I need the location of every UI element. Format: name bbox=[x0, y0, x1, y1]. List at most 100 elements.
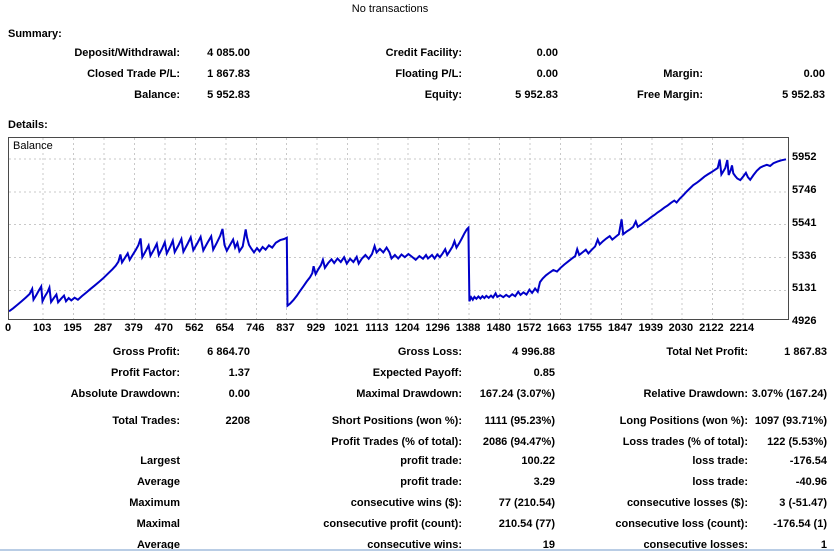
x-tick-label: 1755 bbox=[577, 322, 602, 334]
stat-label: consecutive profit (count): bbox=[323, 518, 462, 530]
stat-label: Deposit/Withdrawal: bbox=[74, 47, 180, 59]
stat-label: Closed Trade P/L: bbox=[87, 68, 180, 80]
stat-value: -176.54 bbox=[789, 455, 827, 467]
stat-label: Profit Trades (% of total): bbox=[331, 436, 462, 448]
y-tick-label: 5541 bbox=[792, 216, 817, 229]
stat-label: loss trade: bbox=[692, 476, 748, 488]
summary-heading: Summary: bbox=[8, 28, 62, 40]
stat-row: Absolute Drawdown: 0.00 Maximal Drawdown: 1… bbox=[0, 385, 834, 406]
stat-value: 210.54 (77) bbox=[498, 518, 555, 530]
stat-label: Maximal Drawdown: bbox=[356, 388, 462, 400]
section-separator bbox=[0, 549, 834, 551]
x-tick-label: 1572 bbox=[516, 322, 542, 334]
x-tick-label: 287 bbox=[93, 322, 113, 334]
stat-label: Equity: bbox=[424, 89, 462, 101]
stat-label: consecutive wins ($): bbox=[350, 497, 462, 509]
stat-label: Credit Facility: bbox=[385, 47, 462, 59]
stat-label: Maximal bbox=[136, 518, 180, 530]
x-tick-label: 654 bbox=[215, 322, 234, 334]
stat-label: Margin: bbox=[663, 68, 703, 80]
x-tick-label: 2122 bbox=[699, 322, 724, 334]
stat-value: 100.22 bbox=[521, 455, 555, 467]
stat-row: Average profit trade: 3.29 loss trade: -40.9… bbox=[0, 473, 834, 494]
stat-label: consecutive losses ($): bbox=[626, 497, 748, 509]
stat-value: 1 867.83 bbox=[784, 346, 827, 358]
stat-label: consecutive losses: bbox=[643, 539, 748, 551]
stat-label: Short Positions (won %): bbox=[331, 415, 462, 427]
x-tick-label: 837 bbox=[276, 322, 295, 334]
x-tick-label: 470 bbox=[154, 322, 173, 334]
stat-value: 5 952.83 bbox=[515, 89, 558, 101]
stat-value: 4 085.00 bbox=[207, 47, 250, 59]
y-tick-label: 5131 bbox=[792, 282, 817, 295]
stat-label: Largest bbox=[140, 455, 180, 467]
stat-value: 5 952.83 bbox=[207, 89, 250, 101]
stat-label: Total Net Profit: bbox=[666, 346, 748, 358]
x-tick-label: 1296 bbox=[425, 322, 450, 334]
stat-label: loss trade: bbox=[692, 455, 748, 467]
stat-value: 2086 (94.47%) bbox=[482, 436, 555, 448]
stat-value: 1 bbox=[820, 539, 827, 551]
stat-label: Loss trades (% of total): bbox=[622, 436, 748, 448]
stat-value: 19 bbox=[542, 539, 555, 551]
x-tick-label: 1663 bbox=[547, 322, 572, 334]
stat-label: Gross Loss: bbox=[397, 346, 462, 358]
x-tick-label: 1388 bbox=[455, 322, 481, 334]
stat-label: Expected Payoff: bbox=[372, 367, 462, 379]
stat-value: 1097 (93.71%) bbox=[754, 415, 827, 427]
stat-value: 3 (-51.47) bbox=[779, 497, 827, 509]
stat-row: Gross Profit: 6 864.70 Gross Loss: 4 996.88… bbox=[0, 343, 834, 364]
stat-value: 3.07% (167.24) bbox=[751, 388, 827, 400]
x-tick-label: 2030 bbox=[668, 322, 694, 334]
stat-row: Average consecutive wins: 19 consecutive lo… bbox=[0, 536, 834, 557]
stat-label: Relative Drawdown: bbox=[643, 388, 748, 400]
stat-label: Total Trades: bbox=[112, 415, 180, 427]
x-tick-label: 1113 bbox=[365, 322, 389, 334]
stat-label: Maximum bbox=[129, 497, 180, 509]
summary-row: Balance: 5 952.83 Equity: 5 952.83 Free Marg… bbox=[0, 86, 834, 107]
balance-line-plot bbox=[9, 138, 788, 319]
stat-value: 0.00 bbox=[536, 68, 558, 80]
y-tick-label: 4926 bbox=[792, 315, 817, 328]
stat-value: -40.96 bbox=[795, 476, 827, 488]
x-tick-label: 379 bbox=[124, 322, 143, 334]
x-tick-label: 1480 bbox=[486, 322, 511, 334]
stat-row: Largest profit trade: 100.22 loss trade: -17… bbox=[0, 452, 834, 473]
stat-value: 1 867.83 bbox=[207, 68, 250, 80]
stat-value: 0.00 bbox=[228, 388, 250, 400]
stat-label: Average bbox=[136, 476, 180, 488]
x-tick-label: 1939 bbox=[638, 322, 663, 334]
stat-row: Profit Factor: 1.37 Expected Payoff: 0.85 bbox=[0, 364, 834, 385]
stat-value: 3.29 bbox=[533, 476, 555, 488]
stat-row: Maximal consecutive profit (count): 210.54… bbox=[0, 515, 834, 536]
stat-label: profit trade: bbox=[400, 455, 462, 467]
stat-value: 0.00 bbox=[536, 47, 558, 59]
stat-label: Balance: bbox=[134, 89, 180, 101]
stat-row: Profit Trades (% of total): 2086 (94.47%)… bbox=[0, 433, 834, 454]
stat-value: 4 996.88 bbox=[512, 346, 555, 358]
y-tick-label: 5746 bbox=[792, 183, 817, 196]
stat-value: 1111 (95.23%) bbox=[484, 415, 555, 427]
stat-value: 167.24 (3.07%) bbox=[479, 388, 555, 400]
stat-row: Maximum consecutive wins ($): 77 (210.54) c… bbox=[0, 494, 834, 515]
y-tick-label: 5952 bbox=[792, 151, 817, 163]
report-title: No transactions bbox=[351, 3, 429, 15]
stat-label: consecutive loss (count): bbox=[615, 518, 748, 530]
stat-label: Floating P/L: bbox=[395, 68, 462, 80]
x-tick-label: 1204 bbox=[394, 322, 420, 334]
stat-row: Total Trades: 2208 Short Positions (won %)… bbox=[0, 412, 834, 433]
stat-value: 0.00 bbox=[803, 68, 825, 80]
stat-value: 2208 bbox=[225, 415, 250, 427]
stat-label: Free Margin: bbox=[636, 89, 703, 101]
summary-row: Deposit/Withdrawal: 4 085.00 Credit Facili… bbox=[0, 44, 834, 65]
stat-value: 5 952.83 bbox=[782, 89, 825, 101]
stat-value: 122 (5.53%) bbox=[767, 436, 827, 448]
summary-row: Closed Trade P/L: 1 867.83 Floating P/L: 0.… bbox=[0, 65, 834, 86]
stat-label: Absolute Drawdown: bbox=[70, 388, 180, 400]
balance-line bbox=[9, 158, 787, 313]
x-tick-label: 103 bbox=[32, 322, 52, 334]
x-tick-label: 562 bbox=[185, 322, 204, 334]
y-tick-label: 5336 bbox=[792, 249, 817, 262]
stat-value: -176.54 (1) bbox=[773, 518, 827, 530]
stat-value: 1.37 bbox=[228, 367, 250, 379]
